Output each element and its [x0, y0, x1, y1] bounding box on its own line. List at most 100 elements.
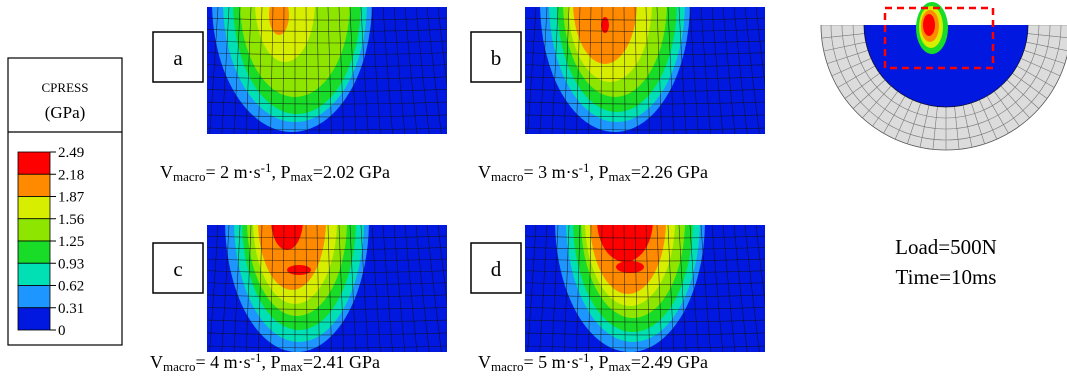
mesh-line — [525, 29, 765, 32]
mesh-line — [404, 7, 418, 134]
mesh-line — [207, 141, 447, 143]
legend-level: 1.25 — [58, 234, 84, 250]
mesh-line — [349, 7, 357, 134]
panel-caption: Vmacro= 2 m·s-1, Pmax=2.02 GPa — [160, 160, 390, 184]
mesh-line — [207, 40, 447, 44]
caption-script: max — [609, 359, 632, 374]
panel-caption: Vmacro= 5 m·s-1, Pmax=2.49 GPa — [478, 350, 708, 374]
mesh-line — [209, 7, 219, 134]
color-band — [17, 262, 51, 286]
mesh-line — [393, 225, 406, 352]
mesh-line — [437, 7, 447, 86]
contour-region — [271, 225, 303, 250]
mesh-line — [551, 225, 559, 352]
panel-label-box — [152, 242, 204, 294]
contour-panel — [525, 225, 765, 352]
mesh-line — [360, 225, 369, 352]
mesh-line — [539, 7, 548, 134]
overview-model — [820, 2, 1067, 151]
color-band — [17, 307, 51, 331]
caption-text: V — [478, 352, 491, 372]
ring-spoke — [1027, 33, 1067, 39]
ring-spoke — [823, 41, 866, 52]
caption-script: -1 — [251, 350, 262, 365]
legend-level: 0.93 — [58, 256, 84, 272]
ring-spoke — [883, 95, 906, 134]
mesh-line — [282, 225, 285, 352]
mesh-line — [233, 225, 241, 352]
mesh-line — [207, 258, 447, 262]
mesh-line — [270, 7, 274, 134]
color-band — [17, 285, 51, 309]
ring-spoke — [932, 106, 938, 150]
legend-level: 1.87 — [58, 190, 85, 206]
mesh-line — [426, 7, 442, 134]
mesh-line — [207, 307, 447, 310]
legend-level: 2.18 — [58, 167, 84, 183]
caption-script: max — [291, 169, 314, 184]
mesh-line — [722, 7, 736, 134]
caption-text: V — [478, 162, 491, 182]
color-band — [17, 173, 51, 197]
contour-region — [597, 225, 653, 262]
mesh-line — [656, 225, 663, 352]
legend-unit: (GPa) — [45, 103, 86, 122]
mesh-line — [733, 225, 748, 352]
ring-spoke — [837, 65, 876, 88]
ring-spoke — [894, 99, 913, 140]
ring-spoke — [1023, 50, 1065, 64]
mesh-line — [634, 7, 638, 134]
mesh-line — [415, 225, 430, 352]
mesh-line — [207, 76, 447, 80]
mesh-line — [525, 64, 765, 68]
mesh-line — [733, 7, 748, 134]
mesh-line — [525, 101, 765, 105]
mesh-line — [525, 319, 765, 323]
mesh-line — [207, 282, 447, 286]
mesh-line — [744, 7, 760, 134]
mesh-line — [623, 7, 626, 134]
mesh-line — [689, 7, 699, 134]
mesh-line — [207, 64, 447, 68]
ring-spoke — [1000, 85, 1030, 119]
mesh-line — [576, 7, 581, 134]
mesh-line — [316, 225, 320, 352]
mesh-line — [525, 52, 765, 56]
legend-level: 2.49 — [58, 145, 84, 161]
mesh-line — [563, 225, 570, 352]
mesh-line — [316, 7, 320, 134]
legend-level: 1.56 — [58, 212, 85, 228]
mesh-line — [233, 7, 241, 134]
mesh-line — [722, 225, 736, 352]
caption-text: , P — [271, 162, 290, 182]
mesh-line — [525, 307, 765, 310]
mesh-line — [525, 345, 765, 349]
contour-region — [287, 265, 311, 275]
mesh-line — [437, 225, 447, 304]
mesh-line — [258, 7, 263, 134]
mesh-line — [755, 7, 765, 86]
caption-text: = 5 m·s — [523, 352, 578, 372]
mesh-line — [382, 7, 393, 134]
mesh-line — [207, 235, 447, 239]
mesh-line — [563, 7, 570, 134]
mesh-line — [382, 225, 393, 352]
mesh-line — [209, 225, 219, 352]
mesh-line — [207, 89, 447, 92]
mesh-line — [600, 225, 603, 352]
mesh-line — [711, 225, 724, 352]
mesh-line — [371, 225, 381, 352]
legend-level: 0.62 — [58, 279, 84, 295]
panel-label-box — [152, 31, 204, 83]
mesh-line — [645, 7, 650, 134]
ring-spoke — [1026, 41, 1067, 52]
mesh-line — [221, 7, 230, 134]
ring-spoke — [831, 58, 872, 77]
mesh-line — [525, 282, 765, 286]
mesh-line — [525, 40, 765, 44]
mesh-line — [634, 225, 638, 352]
mesh-line — [711, 7, 724, 134]
mesh-line — [415, 7, 430, 134]
caption-text: = 2 m·s — [205, 162, 260, 182]
mesh-line — [270, 225, 274, 352]
